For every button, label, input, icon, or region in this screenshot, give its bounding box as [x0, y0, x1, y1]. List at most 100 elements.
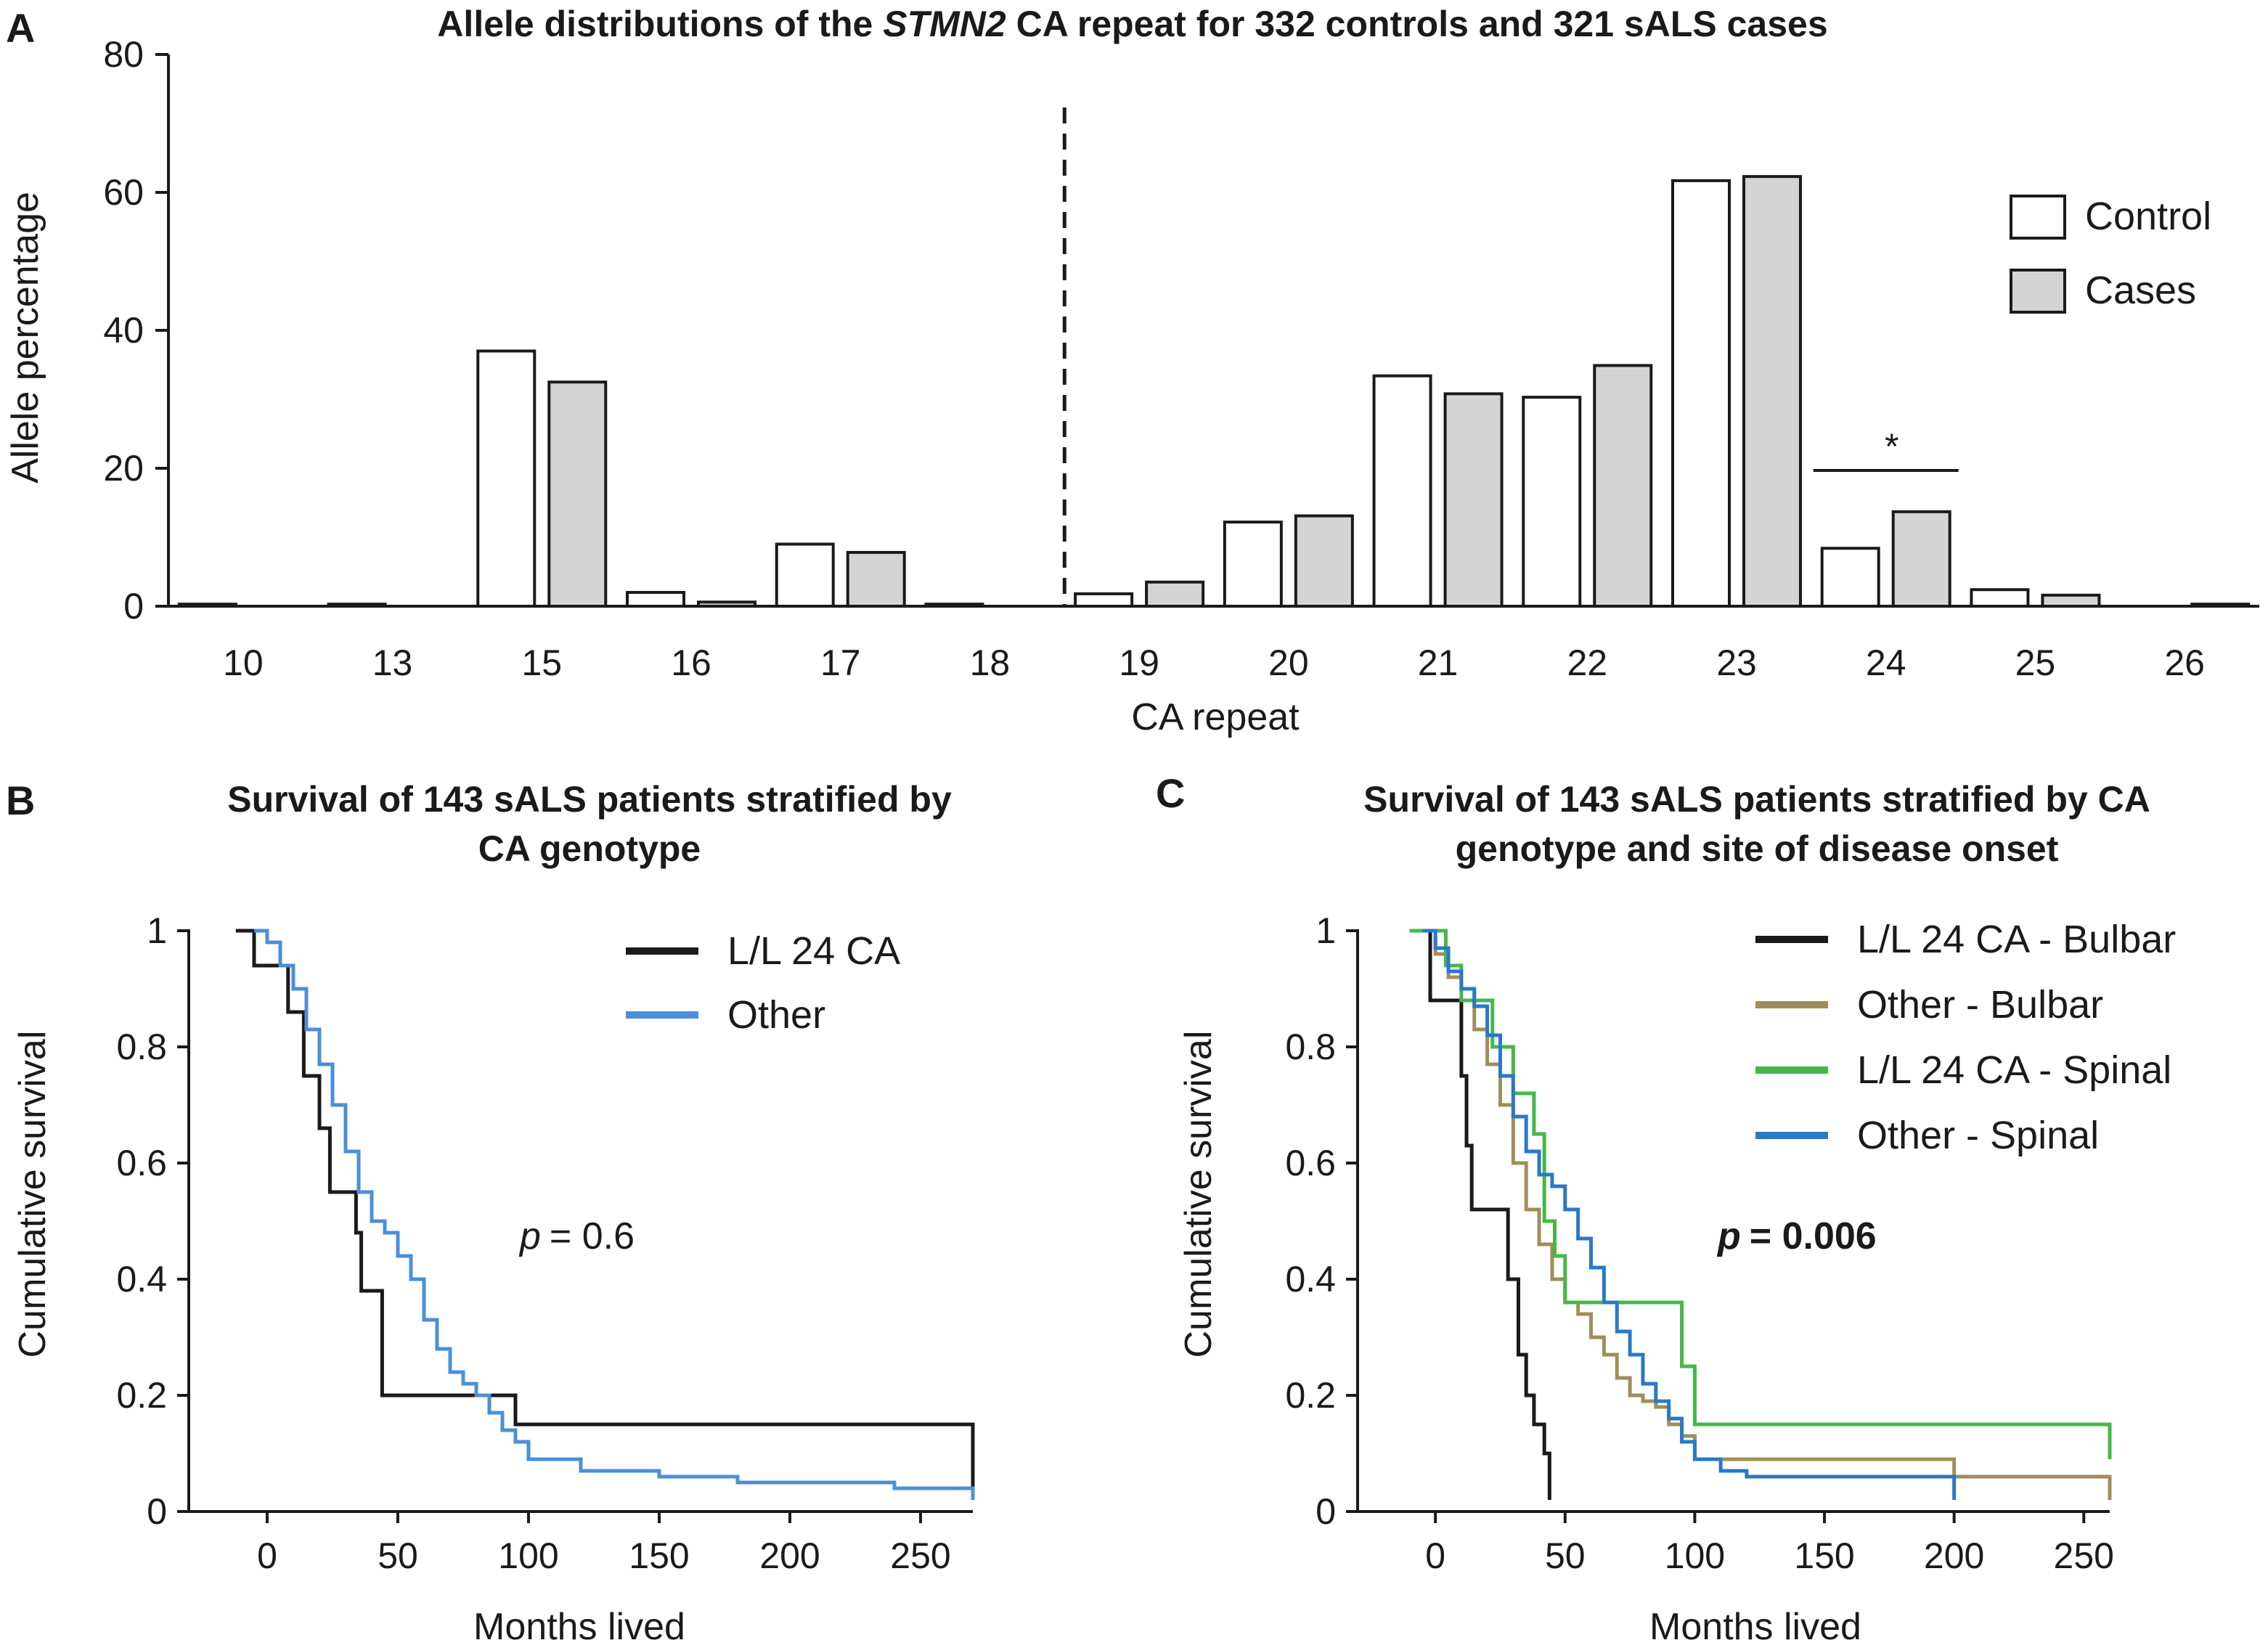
bar-control-15 [476, 349, 537, 608]
panel-b-legend-label-1: Other [727, 993, 825, 1037]
panel-c-survival-curves [1409, 929, 2112, 1500]
panel-a-x-label: CA repeat [1131, 696, 1300, 738]
panel-a-legend: Control Cases [2010, 195, 2211, 314]
legend-label-cases: Cases [2085, 269, 2196, 312]
bar-control-19 [1074, 592, 1134, 608]
panel-c-x-tick-label: 150 [1794, 1535, 1854, 1576]
panel-b-title-line-2: CA genotype [478, 828, 701, 869]
bar-control-23 [1671, 179, 1731, 608]
panel-b-y-tick-label: 1 [147, 910, 167, 951]
bar-control-17 [775, 542, 835, 608]
bar-control-24 [1820, 547, 1880, 608]
panel-a-x-tick-label: 15 [521, 643, 562, 683]
panel-b-axes: 0 0.2 0.4 0.6 0.8 1 0 50 100 150 200 250 [116, 910, 973, 1576]
panel-b: B Survival of 143 sALS patients stratifi… [6, 778, 975, 1648]
panel-b-legend: L/L 24 CA Other [626, 929, 900, 1037]
legend-swatch-control [2010, 195, 2066, 240]
panel-b-y-tick-label: 0.6 [116, 1143, 167, 1183]
bar-cases-21 [1443, 392, 1504, 608]
panel-a-y-tick-label: 40 [103, 310, 144, 351]
panel-c-letter: C [1156, 770, 1185, 816]
significance-marker: * [1813, 426, 1959, 472]
bar-control-20 [1223, 521, 1283, 608]
panel-b-y-tick-label: 0 [147, 1491, 167, 1532]
panel-b-letter: B [6, 778, 35, 823]
bar-cases-17 [846, 550, 906, 608]
panel-c-y-tick-label: 0.8 [1285, 1027, 1336, 1067]
panel-a-y-tick-label: 20 [103, 448, 144, 489]
panel-a-x-tick-label: 26 [2164, 643, 2205, 683]
panel-a-y-label: Allele percentage [4, 192, 46, 484]
bar-control-16 [626, 591, 685, 608]
panel-a-x-tick-label: 16 [671, 643, 711, 683]
panel-c-legend: L/L 24 CA - Bulbar Other - Bulbar L/L 24 C… [1755, 918, 2176, 1157]
panel-a-x-tick-label: 17 [820, 643, 861, 683]
panel-c-y-tick-label: 0.4 [1285, 1259, 1336, 1300]
panel-a: A Allele distributions of the STMN2 CA r… [4, 4, 2259, 738]
panel-a-y-axis: 0 20 40 60 80 [103, 34, 170, 627]
panel-a-x-tick-label: 23 [1716, 643, 1757, 683]
panel-c-curve-3 [1422, 929, 1957, 1500]
panel-c-legend-label-2: L/L 24 CA - Spinal [1857, 1048, 2171, 1092]
panel-b-curve-0 [235, 929, 975, 1488]
panel-a-x-axis: 10 13 15 16 17 18 19 20 21 22 23 24 25 26 [223, 643, 2205, 683]
panel-c-y-tick-label: 0.6 [1285, 1143, 1336, 1183]
bar-cases-15 [547, 380, 608, 608]
bar-cases-23 [1742, 175, 1802, 608]
panel-a-x-tick-label: 18 [970, 643, 1011, 683]
bar-cases-24 [1891, 510, 1951, 608]
panel-c-legend-label-3: Other - Spinal [1857, 1114, 2099, 1157]
panel-b-x-tick-label: 200 [759, 1535, 820, 1576]
panel-b-x-tick-label: 250 [890, 1535, 950, 1576]
panel-b-x-tick-label: 50 [378, 1535, 418, 1576]
panel-c-x-tick-label: 0 [1425, 1535, 1445, 1576]
panel-b-x-tick-label: 150 [629, 1535, 689, 1576]
panel-b-y-tick-label: 0.4 [116, 1259, 167, 1300]
panel-a-x-tick-label: 24 [1866, 643, 1906, 683]
panel-b-y-label: Cumulative survival [12, 1031, 54, 1358]
panel-b-y-tick-label: 0.2 [116, 1375, 167, 1416]
panel-b-title-line-1: Survival of 143 sALS patients stratified… [227, 779, 952, 820]
panel-a-bars [168, 175, 2259, 608]
bar-cases-19 [1145, 580, 1205, 608]
panel-c: C Survival of 143 sALS patients stratifi… [1156, 770, 2176, 1648]
panel-c-y-tick-label: 1 [1315, 910, 1336, 951]
legend-label-control: Control [2085, 195, 2211, 238]
panel-a-x-tick-label: 13 [372, 643, 413, 683]
panel-c-y-tick-label: 0.2 [1285, 1375, 1336, 1416]
bar-control-22 [1522, 396, 1582, 608]
panel-c-title-line-1: Survival of 143 sALS patients stratified… [1363, 779, 2150, 820]
panel-c-x-tick-label: 200 [1924, 1535, 1984, 1576]
panel-a-y-tick-label: 80 [103, 34, 144, 75]
panel-c-y-tick-label: 0 [1315, 1491, 1336, 1532]
panel-b-x-label: Months lived [473, 1606, 685, 1648]
panel-c-p-value: p = 0.006 [1716, 1215, 1877, 1257]
panel-b-legend-label-0: L/L 24 CA [727, 929, 900, 973]
panel-a-x-tick-label: 10 [223, 643, 264, 683]
panel-c-x-label: Months lived [1649, 1606, 1861, 1648]
panel-a-x-tick-label: 19 [1119, 643, 1159, 683]
panel-c-title-line-2: genotype and site of disease onset [1456, 828, 2059, 869]
bar-control-21 [1372, 374, 1432, 608]
legend-swatch-cases [2010, 269, 2066, 314]
panel-b-x-tick-label: 0 [257, 1535, 277, 1576]
panel-b-p-value: p = 0.6 [518, 1215, 635, 1257]
panel-a-x-tick-label: 25 [2015, 643, 2056, 683]
panel-a-y-tick-label: 60 [103, 172, 144, 213]
panel-c-x-tick-label: 50 [1545, 1535, 1586, 1576]
bar-cases-25 [2041, 593, 2101, 608]
panel-b-survival-curves [235, 929, 975, 1500]
panel-b-y-tick-label: 0.8 [116, 1027, 167, 1067]
panel-c-x-tick-label: 100 [1665, 1535, 1725, 1576]
panel-a-letter: A [6, 5, 35, 51]
panel-a-x-tick-label: 22 [1567, 643, 1607, 683]
panel-c-legend-label-1: Other - Bulbar [1857, 983, 2103, 1027]
panel-b-curve-1 [254, 929, 975, 1500]
panel-a-y-tick-label: 0 [123, 586, 144, 627]
panel-b-x-tick-label: 100 [498, 1535, 558, 1576]
bar-control-25 [1970, 588, 2030, 608]
panel-c-y-label: Cumulative survival [1178, 1031, 1220, 1358]
bar-cases-22 [1593, 364, 1653, 608]
panel-a-title: Allele distributions of the STMN2 CA rep… [437, 4, 1827, 44]
